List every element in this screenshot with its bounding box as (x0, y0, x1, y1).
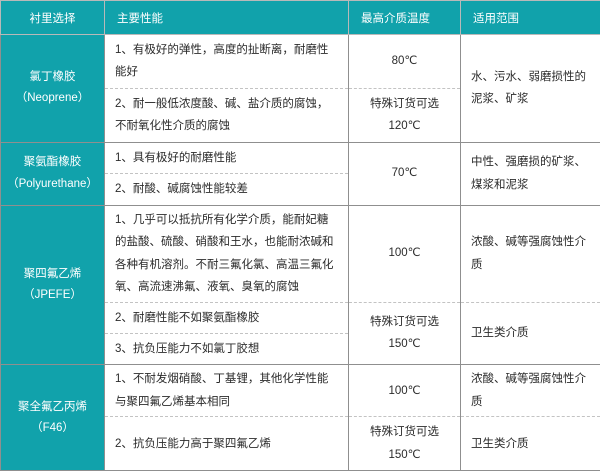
performance-item: 2、抗负压能力高于聚四氟乙烯 (105, 417, 348, 470)
temperature-item: 特殊订货可选 120℃ (349, 89, 460, 142)
material-name-en: （F46） (3, 418, 102, 439)
temperature-item: 80℃ (349, 35, 460, 89)
performance-cell: 1、不耐发烟硝酸、丁基锂，其他化学性能与聚四氟乙烯基本相同 2、抗负压能力高于聚… (105, 365, 349, 471)
application-range-item: 浓酸、碱等强腐蚀性介质 (461, 206, 600, 303)
material-name-cn: 聚全氟乙丙烯 (3, 397, 102, 418)
temperature-item: 特殊订货可选 150℃ (349, 417, 460, 470)
application-range-cell: 中性、强磨损的矿浆、煤浆和泥浆 (461, 142, 600, 205)
performance-item: 1、具有极好的耐磨性能 (105, 143, 348, 174)
application-range-item: 水、污水、弱磨损性的泥浆、矿浆 (461, 35, 600, 142)
material-cell: 氯丁橡胶 （Neoprene） (1, 35, 105, 143)
column-header-performance: 主要性能 (105, 1, 349, 35)
table-row: 聚四氟乙烯 （JPEFE） 1、几乎可以抵抗所有化学介质，能耐妃糖的盐酸、硫酸、… (1, 205, 600, 365)
material-name-cn: 氯丁橡胶 (3, 67, 102, 88)
performance-cell: 1、有极好的弹性，高度的扯断离，耐磨性能好 2、耐一般低浓度酸、碱、盐介质的腐蚀… (105, 35, 349, 143)
temperature-item: 100℃ (349, 365, 460, 417)
application-range-cell: 浓酸、碱等强腐蚀性介质 卫生类介质 (461, 365, 600, 471)
application-range-item: 卫生类介质 (461, 303, 600, 365)
column-header-material: 衬里选择 (1, 1, 105, 35)
application-range-item: 中性、强磨损的矿浆、煤浆和泥浆 (461, 143, 600, 205)
temperature-cell: 100℃ 特殊订货可选 150℃ (349, 205, 461, 365)
material-name-cn: 聚氨酯橡胶 (3, 152, 102, 173)
application-range-item: 卫生类介质 (461, 417, 600, 470)
temperature-cell: 70℃ (349, 142, 461, 205)
temperature-cell: 100℃ 特殊订货可选 150℃ (349, 365, 461, 471)
performance-item: 3、抗负压能力不如氯丁胶想 (105, 334, 348, 364)
table-row: 聚氨酯橡胶 （Polyurethane） 1、具有极好的耐磨性能 2、耐酸、碱腐… (1, 142, 600, 205)
material-name-en: （JPEFE） (3, 285, 102, 306)
material-cell: 聚四氟乙烯 （JPEFE） (1, 205, 105, 365)
application-range-item: 浓酸、碱等强腐蚀性介质 (461, 365, 600, 417)
performance-cell: 1、几乎可以抵抗所有化学介质，能耐妃糖的盐酸、硫酸、硝酸和王水，也能耐浓碱和各种… (105, 205, 349, 365)
temperature-cell: 80℃ 特殊订货可选 120℃ (349, 35, 461, 143)
column-header-application-range: 适用范围 (461, 1, 600, 35)
performance-item: 1、不耐发烟硝酸、丁基锂，其他化学性能与聚四氟乙烯基本相同 (105, 365, 348, 417)
performance-item: 1、有极好的弹性，高度的扯断离，耐磨性能好 (105, 35, 348, 89)
table-row: 聚全氟乙丙烯 （F46） 1、不耐发烟硝酸、丁基锂，其他化学性能与聚四氟乙烯基本… (1, 365, 600, 471)
application-range-cell: 水、污水、弱磨损性的泥浆、矿浆 (461, 35, 600, 143)
material-name-cn: 聚四氟乙烯 (3, 264, 102, 285)
table-body: 氯丁橡胶 （Neoprene） 1、有极好的弹性，高度的扯断离，耐磨性能好 2、… (1, 35, 600, 471)
material-cell: 聚氨酯橡胶 （Polyurethane） (1, 142, 105, 205)
material-name-en: （Polyurethane） (3, 174, 102, 195)
temperature-item: 70℃ (349, 143, 460, 205)
material-cell: 聚全氟乙丙烯 （F46） (1, 365, 105, 471)
table-header: 衬里选择 主要性能 最高介质温度 适用范围 (1, 1, 600, 35)
column-header-max-temperature: 最高介质温度 (349, 1, 461, 35)
performance-item: 2、耐酸、碱腐蚀性能较差 (105, 174, 348, 204)
performance-cell: 1、具有极好的耐磨性能 2、耐酸、碱腐蚀性能较差 (105, 142, 349, 205)
temperature-item: 100℃ (349, 206, 460, 303)
temperature-item: 特殊订货可选 150℃ (349, 303, 460, 365)
performance-item: 2、耐一般低浓度酸、碱、盐介质的腐蚀，不耐氧化性介质的腐蚀 (105, 89, 348, 142)
table-row: 氯丁橡胶 （Neoprene） 1、有极好的弹性，高度的扯断离，耐磨性能好 2、… (1, 35, 600, 143)
material-name-en: （Neoprene） (3, 88, 102, 109)
performance-item: 1、几乎可以抵抗所有化学介质，能耐妃糖的盐酸、硫酸、硝酸和王水，也能耐浓碱和各种… (105, 206, 348, 303)
application-range-cell: 浓酸、碱等强腐蚀性介质 卫生类介质 (461, 205, 600, 365)
header-row: 衬里选择 主要性能 最高介质温度 适用范围 (1, 1, 600, 35)
performance-item: 2、耐磨性能不如聚氨酯橡胶 (105, 303, 348, 334)
